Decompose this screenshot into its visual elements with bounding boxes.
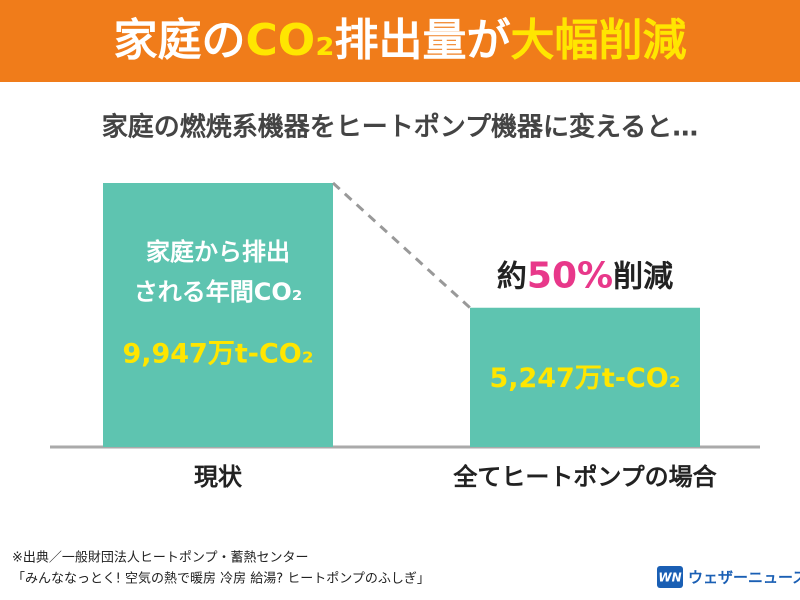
source-line: 「みんななっとく! 空気の熱で暖房 冷房 給湯? ヒートポンプのふしぎ」 — [12, 571, 430, 587]
title-segment: 排出量が — [334, 15, 510, 66]
bar-note: 家庭から排出 — [146, 238, 290, 266]
annotation-segment: 50% — [527, 256, 613, 297]
title-segment: CO₂ — [246, 15, 335, 66]
x-tick-label: 現状 — [194, 463, 243, 491]
subtitle: 家庭の燃焼系機器をヒートポンプ機器に変えると… — [102, 112, 698, 143]
connector — [331, 181, 472, 309]
annotation-segment: 削減 — [613, 259, 673, 294]
logo-name: ウェザーニュース — [688, 569, 800, 587]
x-tick-label: 全てヒートポンプの場合 — [452, 463, 717, 491]
annotation: 約50%削減 — [497, 256, 673, 297]
logo-mark: WN — [658, 571, 681, 585]
value-label: 9,947万t-CO₂ — [122, 339, 313, 370]
bar — [103, 183, 333, 447]
title-segment: 大幅削減 — [510, 15, 686, 66]
value-label: 5,247万t-CO₂ — [489, 363, 680, 394]
title-segment: 家庭の — [114, 15, 246, 66]
bar-note: される年間CO₂ — [134, 278, 303, 306]
bar — [470, 307, 700, 447]
chart-title: 家庭のCO₂排出量が大幅削減 — [114, 15, 687, 66]
source-line: ※出典／一般財団法人ヒートポンプ・蓄熱センター — [12, 550, 309, 566]
annotation-segment: 約 — [497, 259, 527, 294]
logo-icon — [657, 566, 683, 588]
header-band — [0, 0, 800, 82]
